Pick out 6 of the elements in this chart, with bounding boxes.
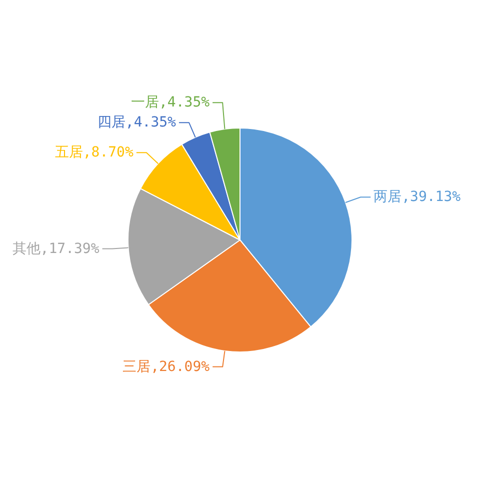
label: 三居,26.09% (122, 358, 210, 375)
label: 两居,39.13% (374, 189, 461, 206)
label: 四居,4.35% (97, 114, 176, 131)
label: 五居,8.70% (54, 144, 134, 161)
label: 一居,4.35% (130, 94, 210, 111)
label: 其他,17.39% (12, 240, 100, 257)
